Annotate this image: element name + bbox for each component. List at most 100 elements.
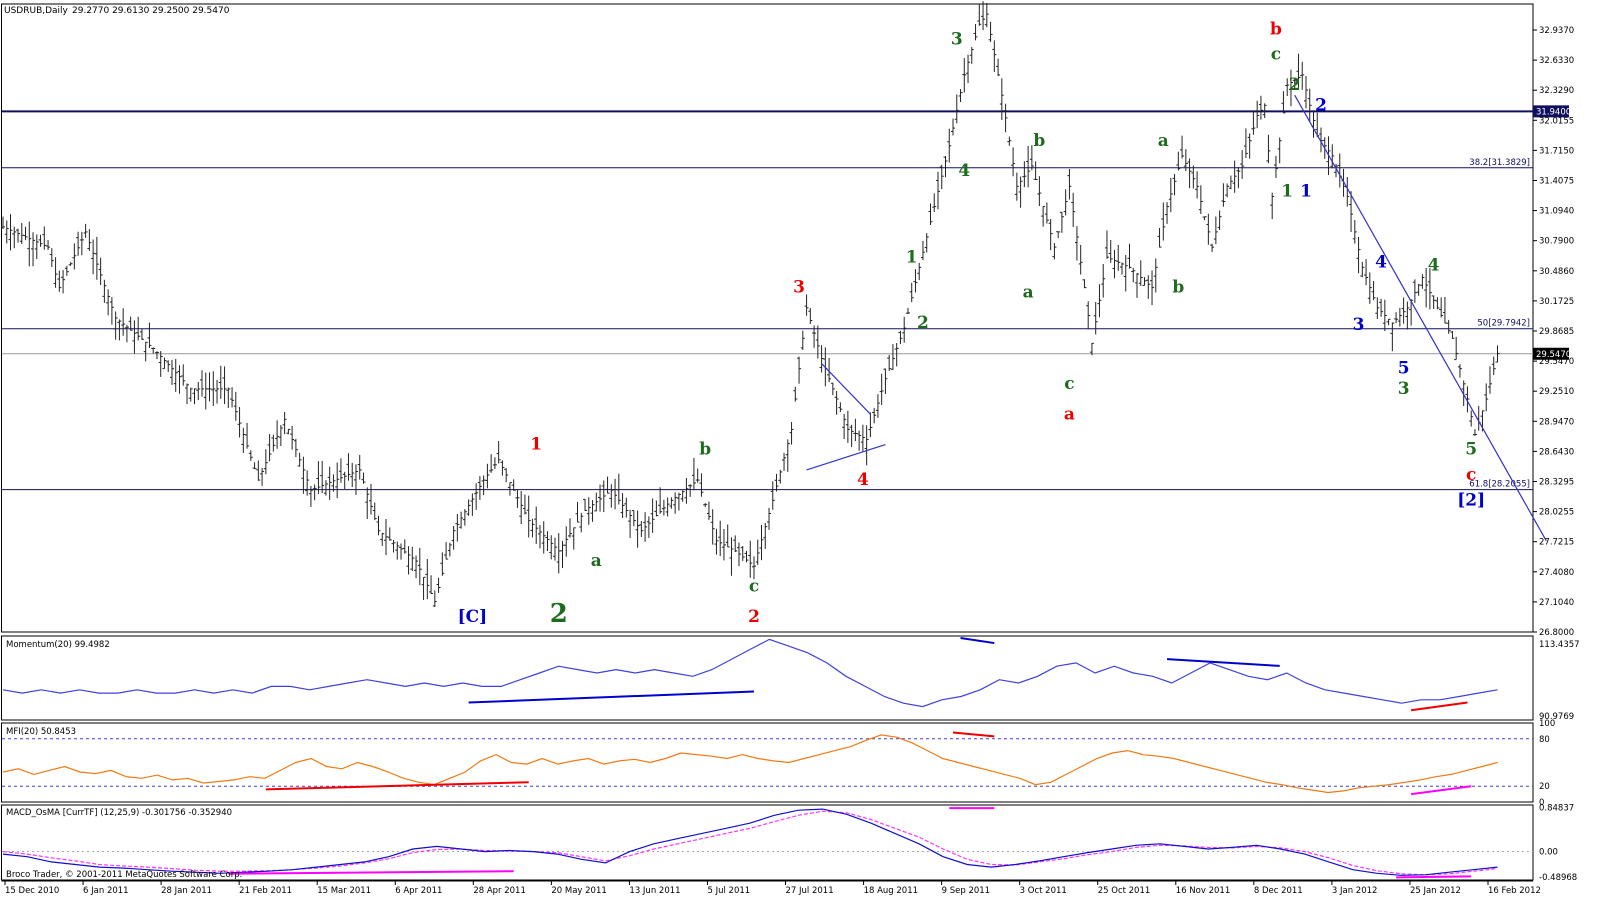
price-bar: [1168, 177, 1173, 213]
date-tick-label: 20 May 2011: [551, 886, 606, 896]
mfi-label: MFI(20) 50.8453: [6, 727, 76, 737]
price-bar: [147, 322, 152, 349]
wave-label: 2: [1315, 95, 1327, 115]
price-bar: [1352, 220, 1357, 244]
date-tick-label: 13 Jun 2011: [629, 886, 680, 896]
wave-label: 2: [917, 313, 929, 333]
price-bar: [436, 577, 441, 593]
price-bar: [1037, 176, 1042, 206]
price-bar: [384, 518, 389, 556]
price-bar: [1469, 410, 1474, 427]
price-bar: [556, 533, 561, 574]
price-bar: [417, 547, 422, 586]
indicator-tick-label: 0.84837: [1539, 804, 1574, 814]
price-bar: [1078, 244, 1083, 275]
price-bar: [673, 492, 678, 514]
price-bar: [1465, 386, 1470, 413]
price-bar: [1457, 364, 1462, 378]
date-tick-label: 6 Apr 2011: [395, 886, 442, 896]
price-bar: [312, 484, 317, 501]
wave-label: 3: [1398, 379, 1410, 399]
price-bar: [680, 490, 685, 502]
price-bar: [1056, 231, 1061, 239]
price-bar: [635, 510, 640, 548]
panel-frame-0: [1, 3, 1534, 633]
price-tick-label: 27.4080: [1539, 568, 1574, 578]
price-bar: [1427, 268, 1432, 310]
price-bar: [1364, 259, 1369, 286]
price-bar: [1247, 133, 1252, 159]
price-bar: [1394, 312, 1399, 324]
price-bar: [1108, 239, 1113, 263]
price-bar: [410, 546, 415, 571]
momentum-divergence-line: [960, 637, 995, 645]
price-bar: [19, 223, 24, 245]
price-bar: [406, 546, 411, 575]
wave-label: 3: [951, 30, 963, 50]
price-bar: [1300, 61, 1305, 90]
price-bar: [447, 542, 452, 557]
price-bar: [541, 521, 546, 554]
price-bar: [872, 407, 877, 424]
price-bar: [282, 411, 287, 435]
price-bar: [1491, 356, 1496, 375]
price-bar: [721, 528, 726, 561]
price-bar: [87, 229, 92, 251]
price-bar: [887, 354, 892, 371]
price-bar: [695, 468, 700, 483]
price-bar: [571, 527, 576, 550]
price-bar: [215, 379, 220, 404]
date-tick-label: 18 Aug 2011: [864, 886, 918, 896]
price-bar: [1379, 298, 1384, 317]
price-bar: [969, 46, 974, 64]
date-tick-label: 3 Oct 2011: [1020, 886, 1067, 896]
price-bar: [1150, 270, 1155, 306]
price-bar: [470, 493, 475, 516]
price-bar: [800, 330, 805, 350]
price-bar: [684, 477, 689, 504]
price-bar: [804, 294, 809, 316]
price-bar: [661, 499, 666, 516]
date-tick-label: 25 Oct 2011: [1098, 886, 1151, 896]
price-bar: [1349, 191, 1354, 232]
price-bar: [1420, 274, 1425, 289]
price-bar: [1112, 250, 1117, 279]
indicator-tick-label: -0.48968: [1539, 873, 1577, 883]
price-bar: [827, 357, 832, 383]
price-bar: [42, 226, 47, 250]
price-bar: [1258, 95, 1263, 120]
level-price-label: 31.9400: [1536, 107, 1571, 117]
price-bar: [842, 413, 847, 440]
price-bar: [1319, 127, 1324, 153]
price-bar: [57, 270, 62, 292]
price-bar: [267, 434, 272, 462]
price-bar: [1097, 284, 1102, 318]
price-bar: [481, 475, 486, 496]
price-bar: [1007, 136, 1012, 146]
price-bar: [402, 539, 407, 554]
price-bar: [1390, 322, 1395, 352]
price-bar: [699, 473, 704, 497]
price-bar: [49, 248, 54, 267]
price-bar: [1266, 134, 1271, 164]
price-bar: [984, 3, 989, 28]
wave-label: [C]: [458, 607, 488, 627]
price-bar: [1135, 272, 1140, 298]
price-bar: [248, 450, 253, 461]
price-tick-label: 28.6430: [1539, 447, 1574, 457]
price-bar: [654, 500, 659, 517]
price-bar: [793, 386, 798, 402]
price-bar: [320, 460, 325, 494]
wave-label: c: [1271, 45, 1281, 65]
price-bar: [1003, 103, 1008, 133]
price-bar: [1225, 183, 1230, 198]
price-bar: [729, 537, 734, 576]
price-bar: [864, 425, 869, 466]
price-bar: [489, 454, 494, 473]
wave-label: b: [1033, 131, 1045, 151]
price-bar: [658, 487, 663, 514]
price-bar: [263, 449, 268, 475]
price-tick-label: 31.4075: [1539, 177, 1574, 187]
